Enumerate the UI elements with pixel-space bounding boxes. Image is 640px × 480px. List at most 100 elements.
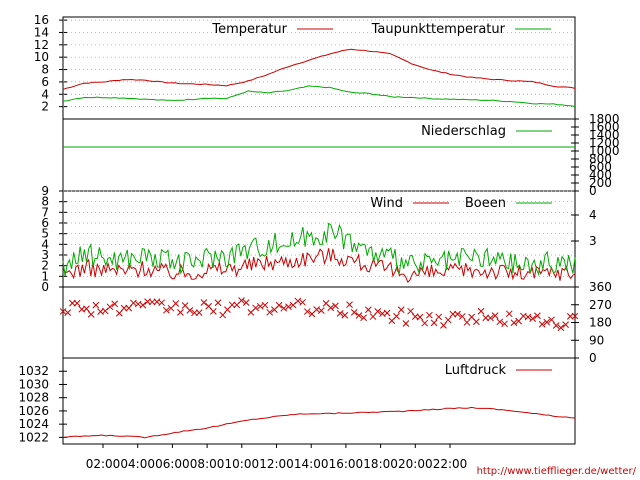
series-line-temperatur bbox=[62, 48, 576, 90]
y-tick-label: 1 bbox=[41, 269, 49, 283]
y-tick-label-right: 1600 bbox=[589, 120, 620, 134]
x-tick-label: 10:00 bbox=[225, 457, 260, 471]
panel-frame bbox=[62, 357, 576, 445]
wind-direction-marker bbox=[360, 314, 367, 322]
y-tick-label-right: 360 bbox=[589, 280, 612, 294]
y-tick-label-right: 200 bbox=[589, 176, 612, 190]
wind-direction-marker bbox=[383, 309, 391, 317]
wind-direction-marker bbox=[350, 309, 358, 316]
x-tick-label: 20:00 bbox=[398, 457, 433, 471]
wind-direction-marker bbox=[346, 301, 353, 308]
wind-direction-marker bbox=[524, 313, 532, 321]
y-tick-label-right: 0 bbox=[589, 184, 597, 198]
wind-direction-marker bbox=[73, 299, 81, 307]
y-tick-label: 1030 bbox=[18, 377, 49, 391]
wind-direction-marker bbox=[416, 313, 424, 321]
legend-label-taupunkttemperatur: Taupunkttemperatur bbox=[371, 22, 506, 37]
wind-direction-marker bbox=[294, 297, 302, 305]
x-tick-label: 16:00 bbox=[329, 457, 364, 471]
panel-wind-direction: 360 270 180 90 0 bbox=[59, 280, 612, 365]
wind-direction-marker bbox=[374, 308, 382, 315]
wind-direction-marker bbox=[332, 302, 339, 310]
wind-direction-marker bbox=[534, 312, 541, 320]
footer-url[interactable]: http://www.tiefflieger.de/wetter/ bbox=[477, 466, 637, 477]
wind-direction-marker bbox=[200, 299, 208, 306]
wind-direction-marker bbox=[285, 303, 292, 311]
y-tick-label-right: 180 bbox=[589, 316, 612, 330]
wind-direction-marker bbox=[177, 308, 184, 316]
wind-direction-marker bbox=[341, 311, 349, 319]
y-tick-label-right: 800 bbox=[589, 152, 612, 166]
wind-direction-marker bbox=[548, 316, 555, 324]
x-tick-label: 06:00 bbox=[155, 457, 190, 471]
wind-direction-marker bbox=[538, 320, 546, 328]
wind-direction-marker bbox=[510, 319, 518, 327]
wind-direction-marker bbox=[496, 318, 504, 326]
legend-label-niederschlag: Niederschlag bbox=[421, 124, 506, 139]
wind-direction-marker bbox=[552, 322, 560, 329]
wind-direction-marker bbox=[407, 307, 414, 315]
y-tick-label-right: 1400 bbox=[589, 128, 620, 142]
wind-direction-marker bbox=[444, 316, 452, 324]
wind-direction-marker bbox=[364, 306, 372, 314]
y-tick-label: 2 bbox=[41, 100, 49, 114]
wind-direction-marker bbox=[571, 312, 579, 320]
y-tick-label-right: 90 bbox=[589, 333, 604, 347]
legend-label-boeen: Boeen bbox=[465, 196, 506, 211]
y-tick-label: 12 bbox=[34, 38, 49, 52]
wind-direction-marker bbox=[87, 310, 95, 318]
panel-frame bbox=[62, 286, 576, 359]
wind-direction-marker bbox=[64, 309, 72, 316]
y-tick-label-right: 4 bbox=[589, 208, 597, 222]
y-tick-label: 14 bbox=[34, 25, 49, 39]
wind-direction-marker bbox=[275, 301, 283, 309]
wind-direction-marker bbox=[219, 311, 227, 319]
wind-direction-marker bbox=[435, 313, 443, 321]
wind-direction-marker bbox=[430, 319, 438, 327]
legend-label-wind: Wind bbox=[370, 196, 403, 211]
x-tick-label: 22:00 bbox=[433, 457, 468, 471]
wind-direction-marker bbox=[92, 301, 100, 309]
wind-direction-marker bbox=[111, 300, 119, 308]
y-tick-label: 5 bbox=[41, 227, 49, 241]
wind-direction-marker bbox=[491, 312, 499, 319]
wind-direction-marker bbox=[501, 320, 508, 328]
series-line-taupunkttemperatur bbox=[62, 85, 576, 107]
y-tick-label: 7 bbox=[41, 205, 49, 219]
wind-direction-marker bbox=[139, 301, 147, 309]
y-tick-label: 1024 bbox=[18, 417, 49, 431]
y-tick-label: 1028 bbox=[18, 391, 49, 405]
y-tick-label: 2 bbox=[41, 259, 49, 273]
wind-direction-marker bbox=[303, 308, 311, 315]
wind-direction-marker bbox=[458, 313, 466, 320]
y-tick-label: 8 bbox=[41, 63, 49, 77]
wind-direction-marker bbox=[454, 310, 461, 318]
y-tick-label: 16 bbox=[34, 13, 49, 27]
wind-direction-marker bbox=[562, 321, 569, 328]
legend-label-luftdruck: Luftdruck bbox=[445, 363, 507, 378]
y-tick-label: 10 bbox=[34, 50, 49, 64]
x-tick-label: 08:00 bbox=[190, 457, 225, 471]
x-axis: 02:00 04:00 06:00 08:00 10:00 12:00 14:00 16:00… bbox=[86, 444, 468, 471]
y-tick-label: 6 bbox=[41, 216, 49, 230]
wind-direction-marker bbox=[280, 304, 288, 312]
y-tick-label: 4 bbox=[41, 237, 49, 251]
wind-direction-marker bbox=[421, 319, 429, 327]
y-tick-label-right: 3 bbox=[589, 234, 597, 248]
wind-direction-marker bbox=[477, 307, 485, 315]
wind-direction-marker bbox=[195, 309, 203, 316]
y-tick-label-right: 1200 bbox=[589, 136, 620, 150]
wind-direction-marker bbox=[487, 314, 494, 322]
x-tick-label: 12:00 bbox=[259, 457, 294, 471]
x-tick-label: 04:00 bbox=[120, 457, 155, 471]
x-tick-label: 14:00 bbox=[294, 457, 329, 471]
legend-label-temperatur: Temperatur bbox=[211, 22, 287, 37]
x-tick-label: 02:00 bbox=[86, 457, 121, 471]
y-tick-label-right: 0 bbox=[589, 351, 597, 365]
y-tick-label-right: 1000 bbox=[589, 144, 620, 158]
